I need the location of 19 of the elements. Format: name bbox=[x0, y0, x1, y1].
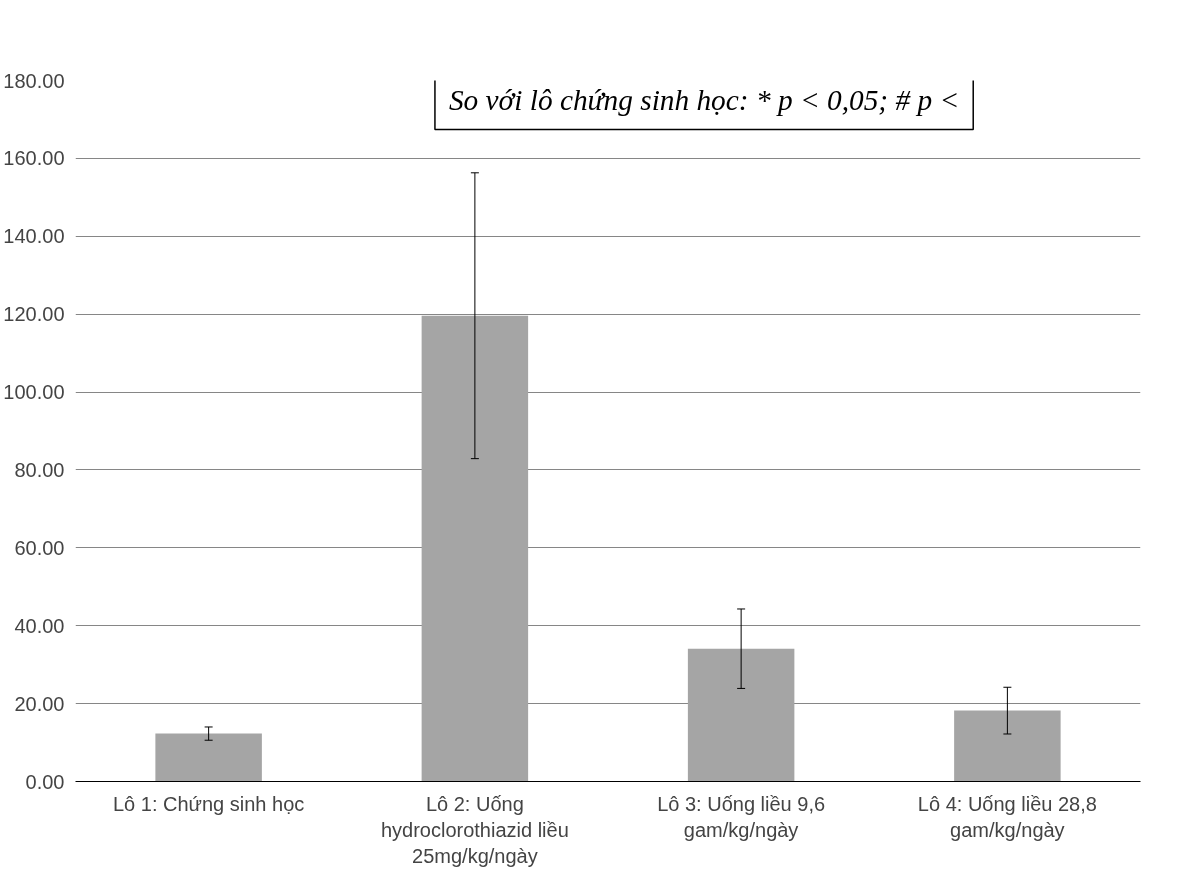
bar bbox=[954, 710, 1061, 782]
y-tick-label: 80.00 bbox=[14, 458, 65, 481]
x-tick-label: Lô 2: Uống hydroclorothiazid liều 25mg/kg/ngày bbox=[380, 792, 569, 868]
y-tick-label: 160.00 bbox=[3, 147, 65, 170]
y-tick-label: 140.00 bbox=[3, 225, 65, 248]
x-tick-label: Lô 1: Chứng sinh học bbox=[112, 792, 305, 815]
bar bbox=[421, 315, 529, 782]
y-tick-label: 100.00 bbox=[3, 381, 65, 404]
y-tick-label: 20.00 bbox=[14, 692, 65, 715]
y-tick-label: 40.00 bbox=[14, 614, 65, 637]
y-tick-label: 180.00 bbox=[3, 69, 65, 92]
x-tick-label: Lô 4: Uống liều 28,8 gam/kg/ngày bbox=[917, 792, 1097, 841]
bar bbox=[155, 733, 262, 782]
y-tick-label: 0.00 bbox=[25, 770, 65, 793]
bar bbox=[687, 648, 795, 782]
y-tick-label: 60.00 bbox=[14, 536, 65, 559]
annotation: So với lô chứng sinh học: * p < 0,05; # p < bbox=[448, 83, 960, 116]
x-tick-label: Lô 3: Uống liều 9,6 gam/kg/ngày bbox=[657, 792, 826, 841]
y-tick-label: 120.00 bbox=[3, 303, 65, 326]
